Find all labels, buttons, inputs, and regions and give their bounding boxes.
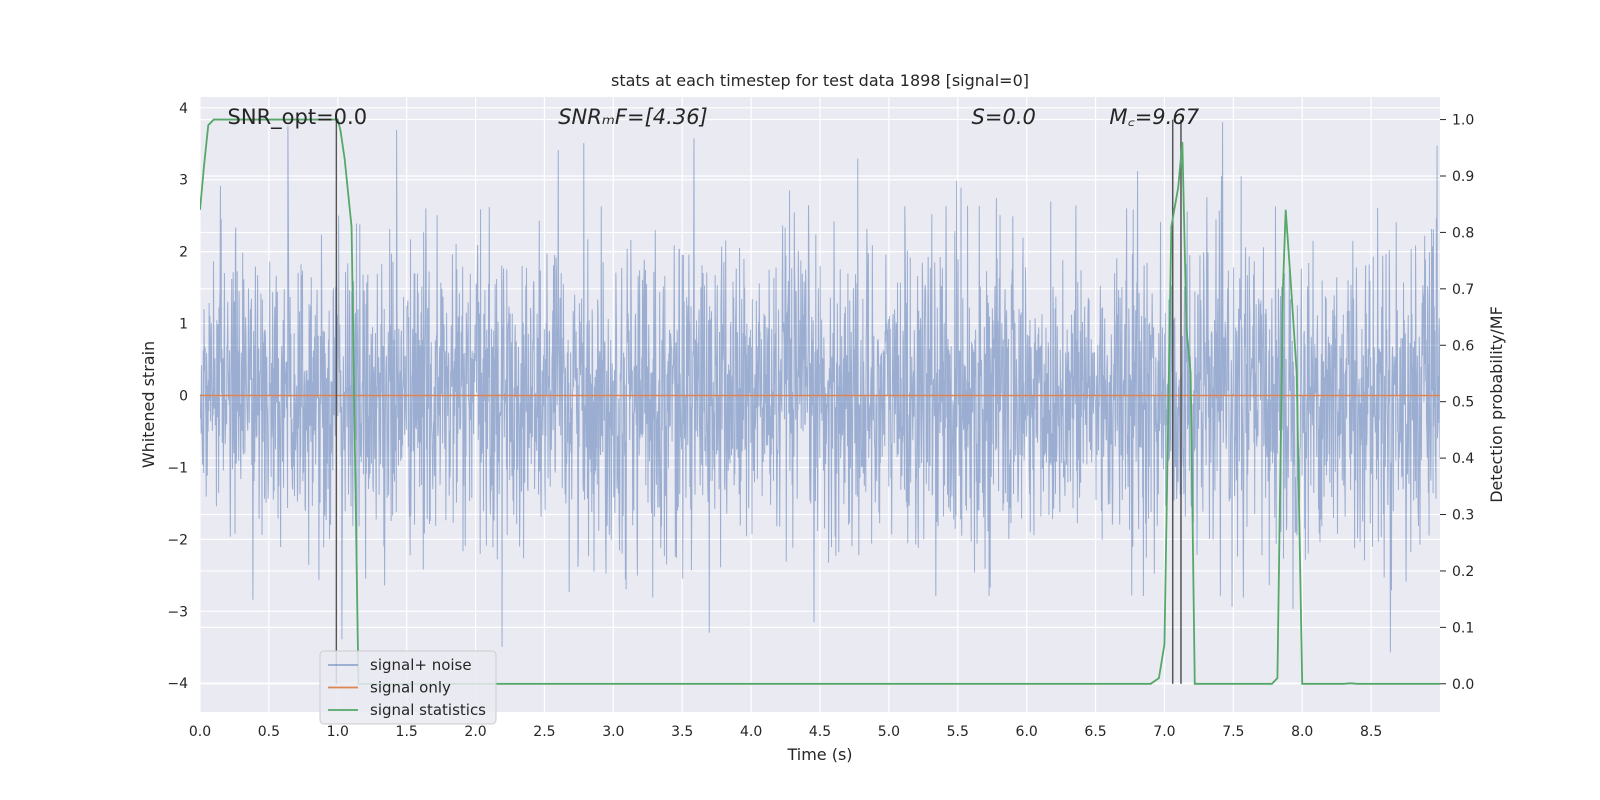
y-tick-label: −4 bbox=[167, 676, 188, 692]
annotation-mc: M꜀=9.67 bbox=[1109, 105, 1199, 129]
x-tick-label: 7.0 bbox=[1153, 724, 1175, 740]
annotation-s-val: S=0.0 bbox=[972, 105, 1036, 129]
legend-label: signal only bbox=[370, 679, 451, 697]
y2-tick-label: 0.3 bbox=[1452, 508, 1474, 524]
y2-tick-label: 0.7 bbox=[1452, 282, 1474, 298]
x-tick-label: 5.5 bbox=[947, 724, 969, 740]
x-tick-label: 5.0 bbox=[878, 724, 900, 740]
y2-tick-label: 0.5 bbox=[1452, 395, 1474, 411]
y-tick-label: 1 bbox=[179, 317, 188, 333]
annotation-snr-mf: SNRₘF=[4.36] bbox=[558, 105, 708, 129]
y-tick-label: 0 bbox=[179, 389, 188, 405]
series-signal-noise bbox=[200, 122, 1440, 653]
y-tick-label: 4 bbox=[179, 101, 188, 117]
x-tick-label: 2.0 bbox=[464, 724, 486, 740]
x-tick-label: 1.5 bbox=[396, 724, 418, 740]
x-tick-label: 8.5 bbox=[1360, 724, 1382, 740]
y2-tick-label: 0.8 bbox=[1452, 225, 1474, 241]
x-tick-label: 4.0 bbox=[740, 724, 762, 740]
x-tick-labels: 0.0 0.5 1.0 1.5 2.0 2.5 3.0 3.5 4.0 4.5 5.0 5.5 6.0 6… bbox=[189, 724, 1382, 740]
y-axis-label: Whitened strain bbox=[139, 341, 158, 468]
y-tick-label: 2 bbox=[179, 245, 188, 261]
x-tick-label: 4.5 bbox=[809, 724, 831, 740]
legend-box bbox=[319, 650, 497, 725]
x-tick-label: 0.5 bbox=[258, 724, 280, 740]
y2-tick-label: 0.6 bbox=[1452, 338, 1474, 354]
y-tick-label: −2 bbox=[167, 532, 188, 548]
x-tick-label: 7.5 bbox=[1222, 724, 1244, 740]
y2-tick-label: 0.9 bbox=[1452, 169, 1474, 185]
x-tick-label: 3.0 bbox=[602, 724, 624, 740]
y2-tick-label: 0.1 bbox=[1452, 620, 1474, 636]
y2-tick-label: 0.4 bbox=[1452, 451, 1474, 467]
x-tick-label: 1.0 bbox=[327, 724, 349, 740]
y2-tick-label: 0.0 bbox=[1452, 677, 1474, 693]
x-tick-label: 0.0 bbox=[189, 724, 211, 740]
legend: signal+ noise signal only signal statistic… bbox=[319, 650, 497, 725]
y2-tick-label: 1.0 bbox=[1452, 113, 1474, 129]
annotations: SNR_opt=0.0 SNRₘF=[4.36] S=0.0 M꜀=9.67 bbox=[228, 105, 1200, 130]
x-tick-label: 8.0 bbox=[1291, 724, 1313, 740]
legend-label: signal statistics bbox=[370, 701, 486, 719]
marker-lines bbox=[335, 119, 1182, 684]
y2-tick-labels: 1.0 0.9 0.8 0.7 0.6 0.5 0.4 0.3 0.2 0.1 0.0 bbox=[1452, 113, 1474, 693]
x-tick-label: 2.5 bbox=[533, 724, 555, 740]
y-tick-label: 3 bbox=[179, 173, 188, 189]
y-tick-label: −1 bbox=[167, 460, 188, 476]
y2-axis-label: Detection probability/MF bbox=[1487, 306, 1506, 503]
x-axis-label: Time (s) bbox=[786, 745, 852, 764]
y2-tick-label: 0.2 bbox=[1452, 564, 1474, 580]
series-signal-statistics bbox=[200, 118, 1440, 685]
legend-label: signal+ noise bbox=[370, 656, 472, 674]
y-tick-labels: 4 3 2 1 0 −1 −2 −3 −4 bbox=[167, 101, 188, 692]
x-tick-label: 6.5 bbox=[1084, 724, 1106, 740]
annotation-snr-opt: SNR_opt=0.0 bbox=[228, 105, 368, 130]
y-tick-label: −3 bbox=[167, 604, 188, 620]
chart-title: stats at each timestep for test data 189… bbox=[611, 71, 1029, 90]
x-tick-label: 6.0 bbox=[1016, 724, 1038, 740]
x-tick-label: 3.5 bbox=[671, 724, 693, 740]
